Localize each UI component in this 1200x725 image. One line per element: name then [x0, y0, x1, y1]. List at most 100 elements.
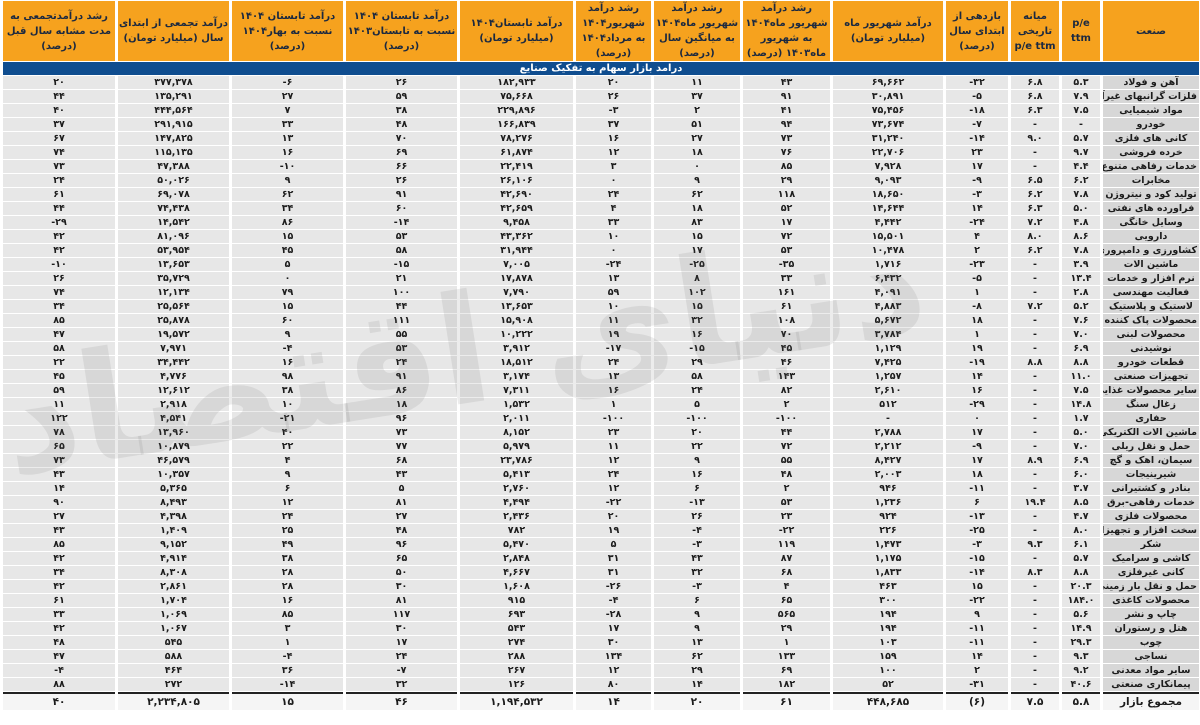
value-cell: ۶.۱	[1062, 538, 1100, 551]
value-cell: ۷۸	[3, 426, 115, 439]
value-cell: ۴۲	[3, 230, 115, 243]
value-cell: ۱۲	[576, 482, 651, 495]
value-cell: -۲۵	[946, 524, 1008, 537]
industry-cell: خدمات رفاهی-برق	[1103, 496, 1199, 509]
value-cell: ۲۶	[654, 510, 740, 523]
column-header: p/e ttm	[1062, 1, 1100, 61]
value-cell: ۲۹	[654, 356, 740, 369]
value-cell: -۱۰۰	[576, 412, 651, 425]
value-cell: -۷	[346, 664, 457, 677]
value-cell: ۵۲	[833, 678, 943, 691]
value-cell: ۴۸	[743, 468, 830, 481]
value-cell: ۸,۳۰۸	[118, 566, 229, 579]
value-cell: -۳	[654, 538, 740, 551]
value-cell: ۲۷	[654, 132, 740, 145]
value-cell: ۹.۰	[1011, 132, 1059, 145]
value-cell: ۹۴	[743, 118, 830, 131]
value-cell: -	[1011, 622, 1059, 635]
value-cell: -۱۰۰	[654, 412, 740, 425]
value-cell: ۳.۷	[1062, 482, 1100, 495]
value-cell: ۲۵	[232, 524, 343, 537]
value-cell: -۱۵	[654, 342, 740, 355]
value-cell: ۲۰	[654, 426, 740, 439]
industry-cell: فعالیت مهندسی	[1103, 286, 1199, 299]
value-cell: ۲۶	[3, 272, 115, 285]
value-cell: ۱۰,۸۷۹	[118, 440, 229, 453]
value-cell: ۱۸۲,۹۳۳	[460, 76, 573, 89]
value-cell: ۶۹۳	[460, 608, 573, 621]
value-cell: ۴۳	[346, 468, 457, 481]
value-cell: ۸۷	[743, 552, 830, 565]
value-cell: ۱۲۲	[3, 412, 115, 425]
value-cell: ۶.۲	[1011, 244, 1059, 257]
value-cell: ۶۲	[654, 188, 740, 201]
value-cell: ۱۸	[946, 468, 1008, 481]
column-header: درآمد شهریور ماه (میلیارد تومان)	[833, 1, 943, 61]
value-cell: ۴	[232, 454, 343, 467]
value-cell: ۴,۹۱۴	[118, 552, 229, 565]
value-cell: ۷.۰	[1062, 328, 1100, 341]
value-cell: ۷,۴۲۵	[833, 356, 943, 369]
industry-cell: تولید کود و نیتروژن	[1103, 188, 1199, 201]
table-row: مخابرات ۶.۲ ۶.۵ -۹ ۹,۰۹۳ ۲۹ ۹ ۰ ۲۶,۱۰۶ ۲۶ ۹ ۵۰,۰۲۶ ۲…	[3, 174, 1199, 187]
value-cell: ۹	[232, 468, 343, 481]
value-cell: ۲۳	[576, 426, 651, 439]
value-cell: ۶	[654, 482, 740, 495]
value-cell: ۱۴,۵۴۲	[118, 216, 229, 229]
value-cell: ۳۷	[576, 118, 651, 131]
value-cell: -۱۰	[232, 160, 343, 173]
value-cell: ۵۸۸	[118, 650, 229, 663]
value-cell: ۳۷	[654, 90, 740, 103]
value-cell: ۷.۸	[1062, 244, 1100, 257]
value-cell: ۶.۹	[1062, 342, 1100, 355]
value-cell: ۴۷	[3, 328, 115, 341]
table-row: ماشین الات الکتریکی ۵.۰-۱۷ ۲,۷۸۸ ۴۴ ۲۰ ۲۳ ۸,۱۵…	[3, 426, 1199, 439]
value-cell: ۴۴۴,۵۶۴	[118, 104, 229, 117]
value-cell: ۴۳,۳۶۲	[460, 230, 573, 243]
value-cell: ۱۲	[576, 146, 651, 159]
value-cell: ۳۸	[232, 384, 343, 397]
value-cell: ۲۷	[232, 90, 343, 103]
value-cell: ۷۴,۴۳۸	[118, 202, 229, 215]
value-cell: ۸۵	[232, 608, 343, 621]
value-cell: ۱	[232, 636, 343, 649]
column-header: میانه تاریخی p/e ttm	[1011, 1, 1059, 61]
value-cell: ۱,۱۲۹	[833, 342, 943, 355]
value-cell: ۱۶۶,۸۳۹	[460, 118, 573, 131]
value-cell: (۶)	[946, 692, 1008, 710]
table-row: هتل و رستوران ۱۴.۹- -۱۱ ۱۹۴ ۲۹ ۹ ۱۷ ۵۴۳ ۳۰ ۳ ۱,۰۶۷…	[3, 622, 1199, 635]
table-row: بنادر و کشتیرانی ۳.۷- -۱۱ ۹۴۶ ۲ ۶ ۱۲ ۲,۷۶۰ ۵ ۶ ۵,۳…	[3, 482, 1199, 495]
value-cell: ۹۸	[232, 370, 343, 383]
value-cell: ۳۰	[346, 580, 457, 593]
value-cell: ۹	[654, 454, 740, 467]
value-cell: ۵	[232, 258, 343, 271]
value-cell: ۷۵,۶۶۸	[460, 90, 573, 103]
value-cell: ۹۱	[743, 90, 830, 103]
value-cell: ۱۰	[576, 300, 651, 313]
value-cell: ۸.۵	[1062, 496, 1100, 509]
value-cell: ۲۰	[3, 76, 115, 89]
value-cell: ۵	[576, 538, 651, 551]
value-cell: ۵۵	[346, 328, 457, 341]
value-cell: ۲۹	[654, 664, 740, 677]
value-cell: ۳۱	[576, 552, 651, 565]
industry-cell: لاستیک و پلاستیک	[1103, 300, 1199, 313]
table-row: دارویی ۸.۶ ۸.۰ ۴ ۱۵,۵۰۱ ۷۲ ۱۵ ۱۰ ۴۳,۳۶۲ ۵۳ ۱۵ ۸۱,۰۹…	[3, 230, 1199, 243]
value-cell: ۸۰	[576, 678, 651, 691]
table-row: کاشی و سرامیک ۵.۷- -۱۵ ۱,۱۷۵ ۸۷ ۴۳ ۳۱ ۲,۸۴۸ ۶۵ ۳۸…	[3, 552, 1199, 565]
value-cell: ۳.۹	[1062, 258, 1100, 271]
value-cell: ۲	[654, 104, 740, 117]
value-cell: ۱,۵۳۲	[460, 398, 573, 411]
value-cell: ۲,۶۱۰	[833, 384, 943, 397]
value-cell: ۷۴	[3, 286, 115, 299]
value-cell: ۴۴	[346, 300, 457, 313]
value-cell: ۴۲	[3, 244, 115, 257]
value-cell: ۲۹	[743, 174, 830, 187]
value-cell: -۴	[232, 650, 343, 663]
value-cell: ۷۷	[346, 440, 457, 453]
value-cell: ۵۱۲	[833, 398, 943, 411]
value-cell: ۲۷۴	[460, 636, 573, 649]
table-row: کانی غیرفلزی ۸.۸ ۸.۳ -۱۴ ۱,۸۳۳ ۶۸ ۳۲ ۳۱ ۴,۶۶۷ ۵۰ ۲…	[3, 566, 1199, 579]
value-cell: ۵۵	[743, 454, 830, 467]
value-cell: ۱۶۱	[743, 286, 830, 299]
